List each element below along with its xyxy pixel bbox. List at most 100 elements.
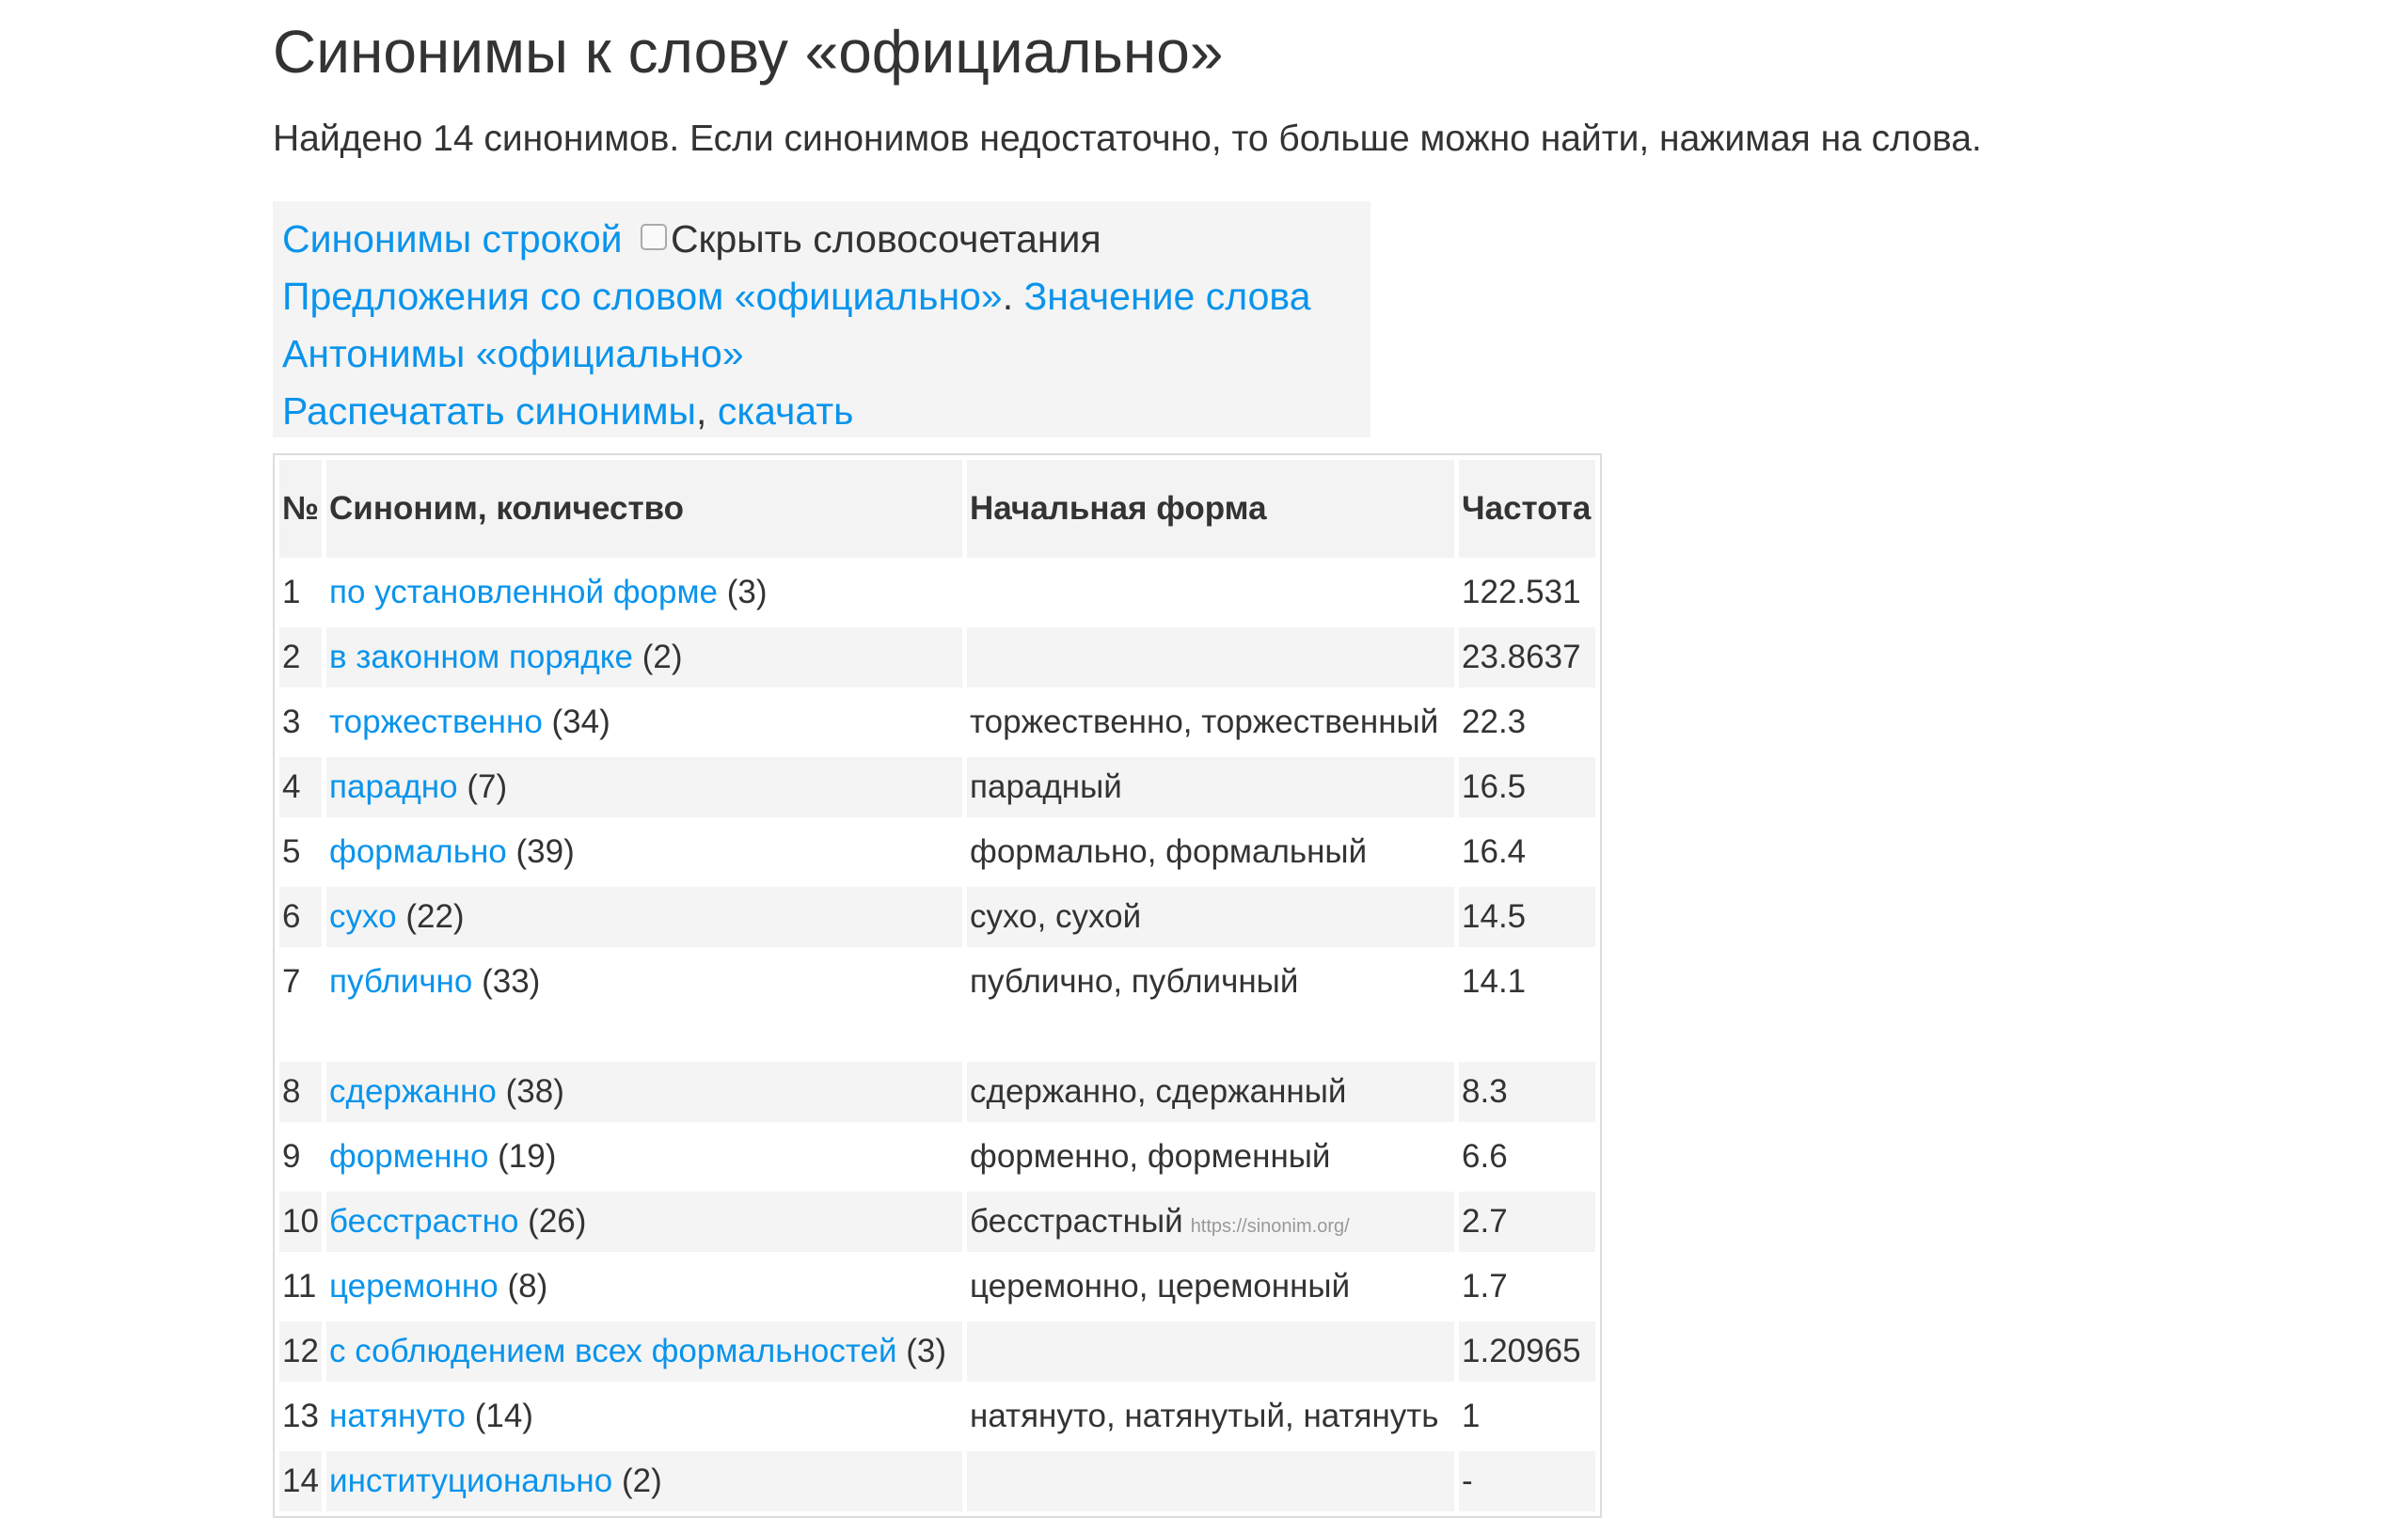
frequency-cell: 14.1 xyxy=(1462,963,1527,1000)
synonym-count: (34) xyxy=(551,704,610,740)
links-panel: Синонимы строкой Скрыть словосочетания П… xyxy=(273,201,1370,437)
meaning-link[interactable]: Значение слова xyxy=(1023,275,1311,318)
row-number: 10 xyxy=(279,1192,323,1252)
synonym-cell: институционально (2) xyxy=(326,1451,963,1511)
synonym-link[interactable]: парадно xyxy=(329,768,458,805)
table-header: № Синоним, количество Начальная форма Ча… xyxy=(279,460,1595,558)
synonym-cell: форменно (19) xyxy=(326,1127,962,1187)
initial-form-cell: формально, формальный xyxy=(967,822,1454,882)
source-watermark: https://sinonim.org/ xyxy=(1190,1216,1350,1237)
initial-form: сухо, сухой xyxy=(970,898,1142,935)
row-number: 12 xyxy=(279,1321,323,1382)
synonym-count: (38) xyxy=(505,1073,564,1110)
synonym-link[interactable]: сухо xyxy=(329,898,397,935)
synonym-link[interactable]: сдержанно xyxy=(329,1073,497,1110)
initial-form-cell: форменно, форменный xyxy=(967,1127,1454,1187)
table-row: 7 публично (33) публично, публичный 14.1 xyxy=(279,952,1595,1057)
synonym-count: (14) xyxy=(474,1398,533,1434)
table-row: 6 сухо (22) сухо, сухой 14.5 xyxy=(279,887,1595,947)
row-number: 2 xyxy=(279,627,323,688)
synonyms-inline-link[interactable]: Синонимы строкой xyxy=(282,217,623,261)
synonym-link[interactable]: в законном порядке xyxy=(329,639,633,675)
frequency-cell: 122.531 xyxy=(1462,574,1581,610)
frequency-cell: 8.3 xyxy=(1459,1062,1595,1122)
synonym-link[interactable]: публично xyxy=(329,963,473,1000)
intro-text: Найдено 14 синонимов. Если синонимов нед… xyxy=(273,119,1982,159)
synonym-cell: бесстрастно (26) xyxy=(326,1192,963,1252)
initial-form: торжественно, торжественный xyxy=(970,704,1439,740)
row-number: 4 xyxy=(279,757,323,817)
row-number: 11 xyxy=(282,1268,317,1305)
initial-form: натянуто, натянутый, натянуть xyxy=(970,1398,1439,1434)
frequency-cell: - xyxy=(1459,1451,1595,1511)
synonym-link[interactable]: торжественно xyxy=(329,704,543,740)
row-number: 3 xyxy=(282,704,301,740)
hide-phrases-label[interactable]: Скрыть словосочетания xyxy=(670,217,1101,261)
initial-form: сдержанно, сдержанный xyxy=(970,1073,1347,1110)
row-number: 5 xyxy=(282,833,301,870)
synonym-link[interactable]: институционально xyxy=(329,1463,613,1499)
row-number: 6 xyxy=(279,887,323,947)
synonym-count: (3) xyxy=(906,1333,947,1369)
table-row: 12 с соблюдением всех формальностей (3) 1.… xyxy=(279,1321,1595,1382)
frequency-cell: 1.7 xyxy=(1462,1268,1508,1305)
initial-form-cell: церемонно, церемонный xyxy=(967,1257,1454,1317)
synonym-cell: сдержанно (38) xyxy=(326,1062,963,1122)
synonym-link[interactable]: формально xyxy=(329,833,507,870)
row-number: 14 xyxy=(279,1451,323,1511)
synonym-count: (3) xyxy=(726,574,768,610)
initial-form-cell xyxy=(967,1451,1455,1511)
synonym-cell: натянуто (14) xyxy=(326,1386,962,1447)
initial-form-cell xyxy=(967,627,1455,688)
frequency-cell: 1 xyxy=(1462,1398,1481,1434)
initial-form-cell: парадный xyxy=(967,757,1455,817)
synonym-count: (26) xyxy=(528,1203,587,1240)
page-title: Синонимы к слову «официально» xyxy=(273,18,1224,86)
header-frequency: Частота xyxy=(1459,460,1595,558)
table-row: 3 торжественно (34) торжественно, торжеств… xyxy=(279,692,1595,752)
initial-form-cell: публично, публичный xyxy=(967,952,1454,1057)
synonym-cell: по установленной форме (3) xyxy=(326,562,962,623)
initial-form: формально, формальный xyxy=(970,833,1368,870)
initial-form-cell xyxy=(967,1321,1455,1382)
table-row: 5 формально (39) формально, формальный 16.4 xyxy=(279,822,1595,882)
header-number: № xyxy=(279,460,323,558)
synonym-link[interactable]: форменно xyxy=(329,1138,489,1175)
frequency-cell: 2.7 xyxy=(1459,1192,1595,1252)
synonyms-table: № Синоним, количество Начальная форма Ча… xyxy=(273,453,1602,1518)
synonym-count: (7) xyxy=(467,768,508,805)
synonym-cell: с соблюдением всех формальностей (3) xyxy=(326,1321,963,1382)
download-link[interactable]: скачать xyxy=(717,389,854,433)
synonym-link[interactable]: натянуто xyxy=(329,1398,466,1434)
initial-form-cell xyxy=(967,562,1454,623)
sentences-link[interactable]: Предложения со словом «официально» xyxy=(282,275,1003,318)
synonym-count: (19) xyxy=(498,1138,557,1175)
separator: . xyxy=(1002,275,1014,318)
row-number: 9 xyxy=(282,1138,301,1175)
table-row: 9 форменно (19) форменно, форменный 6.6 xyxy=(279,1127,1595,1187)
initial-form-cell: бесстрастный https://sinonim.org/ xyxy=(967,1192,1455,1252)
initial-form-cell: сухо, сухой xyxy=(967,887,1455,947)
initial-form: форменно, форменный xyxy=(970,1138,1331,1175)
hide-phrases-checkbox[interactable] xyxy=(640,224,667,251)
synonym-cell: в законном порядке (2) xyxy=(326,627,963,688)
initial-form: публично, публичный xyxy=(970,963,1299,1000)
initial-form: бесстрастный xyxy=(970,1203,1183,1240)
row-number: 7 xyxy=(282,963,301,1000)
synonym-link[interactable]: с соблюдением всех формальностей xyxy=(329,1333,897,1369)
synonym-link[interactable]: бесстрастно xyxy=(329,1203,519,1240)
frequency-cell: 22.3 xyxy=(1462,704,1527,740)
synonym-cell: публично (33) xyxy=(326,952,962,1057)
synonym-cell: торжественно (34) xyxy=(326,692,962,752)
synonym-cell: формально (39) xyxy=(326,822,962,882)
print-link[interactable]: Распечатать синонимы xyxy=(282,389,696,433)
row-number: 8 xyxy=(279,1062,323,1122)
frequency-cell: 23.8637 xyxy=(1459,627,1595,688)
synonym-link[interactable]: по установленной форме xyxy=(329,574,719,610)
synonym-count: (8) xyxy=(507,1268,548,1305)
table-row: 13 натянуто (14) натянуто, натянутый, натя… xyxy=(279,1386,1595,1447)
synonym-link[interactable]: церемонно xyxy=(329,1268,499,1305)
synonym-cell: церемонно (8) xyxy=(326,1257,962,1317)
antonyms-link[interactable]: Антонимы «официально» xyxy=(282,332,744,375)
table-row: 14 институционально (2) - xyxy=(279,1451,1595,1511)
